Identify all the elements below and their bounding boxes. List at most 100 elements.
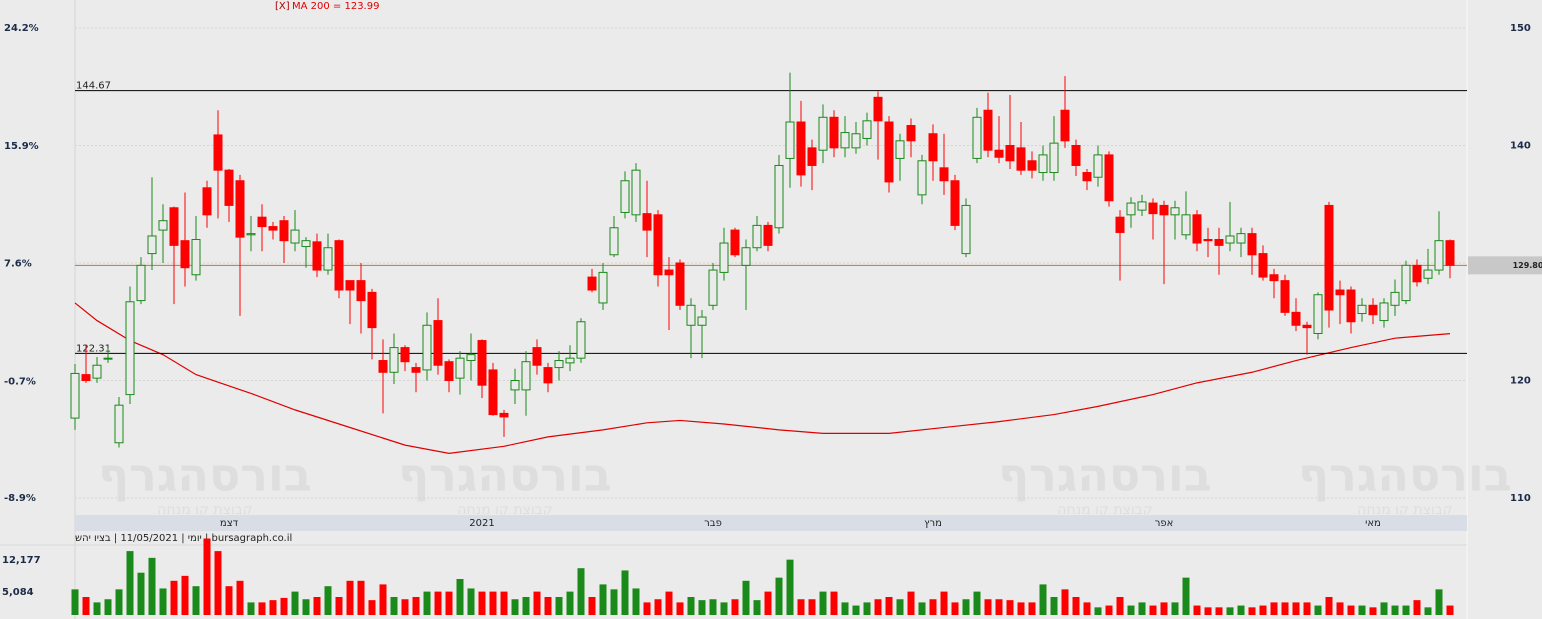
candle-body: [1390, 291, 1400, 306]
volume-bar: [1281, 602, 1289, 615]
candle-body: [950, 180, 960, 226]
candle-body: [532, 347, 542, 366]
candle-body: [191, 239, 201, 276]
volume-bar: [1303, 602, 1311, 615]
volume-bar: [390, 597, 398, 615]
volume-bar: [588, 597, 596, 615]
volume-bar: [1094, 607, 1102, 615]
volume-bar: [1050, 597, 1058, 615]
candle-body: [477, 340, 487, 386]
candle-body: [224, 169, 234, 206]
candle-body: [1335, 289, 1345, 296]
volume-bar: [478, 591, 486, 615]
candle-body: [807, 147, 817, 166]
candle-body: [1126, 202, 1136, 216]
watermark-subtitle: קבוצת קו מנחה: [457, 502, 552, 518]
y-tick-label: 120: [1510, 376, 1531, 387]
volume-bar: [742, 580, 750, 615]
volume-bar: [1127, 605, 1135, 615]
candle-body: [752, 224, 762, 249]
candle-body: [378, 360, 388, 373]
volume-bar: [896, 599, 904, 615]
volume-bar: [621, 570, 629, 615]
watermark: בורסהגרף: [398, 448, 612, 502]
volume-bar: [1358, 605, 1366, 615]
x-tick-label: מאי: [1365, 518, 1381, 529]
volume-bar: [709, 599, 717, 615]
candle-body: [301, 240, 311, 248]
candle-body: [367, 291, 377, 329]
candle-body: [81, 374, 91, 381]
y2-tick-label: 15.9%: [4, 141, 39, 152]
volume-bar: [269, 600, 277, 615]
candle-body: [1225, 235, 1235, 244]
close-button[interactable]: [X]: [275, 1, 290, 12]
candle-body: [1170, 207, 1180, 216]
volume-bar: [687, 597, 695, 615]
volume-bar: [500, 591, 508, 615]
candle-body: [1082, 172, 1092, 182]
candle-body: [884, 121, 894, 183]
volume-bar: [1402, 605, 1410, 615]
volume-bar: [1325, 597, 1333, 615]
candle-body: [488, 369, 498, 416]
volume-bar: [962, 599, 970, 615]
candle-body: [389, 347, 399, 373]
volume-bar: [1259, 605, 1267, 615]
last-price-label: 129.80: [1513, 261, 1542, 270]
watermark: בורסהגרף: [98, 448, 312, 502]
candle-body: [1280, 280, 1290, 313]
volume-bar: [533, 591, 541, 615]
candle-body: [1368, 304, 1378, 316]
volume-bar: [412, 597, 420, 615]
y2-tick-label: 24.2%: [4, 23, 39, 34]
candle-body: [774, 164, 784, 229]
volume-bar: [445, 591, 453, 615]
volume-bar: [247, 602, 255, 615]
volume-bar: [555, 597, 563, 615]
candle-body: [1104, 154, 1114, 202]
candle-body: [697, 316, 707, 326]
volume-bar: [808, 599, 816, 615]
volume-bar: [1149, 605, 1157, 615]
candle-body: [1434, 240, 1444, 271]
volume-bar: [907, 591, 915, 615]
candle-body: [323, 247, 333, 271]
candle-body: [1038, 154, 1048, 174]
candle-body: [510, 380, 520, 391]
volume-bar: [577, 568, 585, 615]
y-tick-label: 140: [1510, 141, 1531, 152]
ma-line: [74, 302, 1451, 454]
volume-bar: [786, 559, 794, 615]
time-axis: [75, 515, 1467, 531]
info: יומי | 11/05/2021 | בציו יהש | bursagrap…: [75, 533, 292, 544]
volume-bar: [731, 599, 739, 615]
volume-bar: [1193, 605, 1201, 615]
candle-body: [961, 204, 971, 255]
volume-bar: [203, 538, 211, 615]
candle-body: [521, 361, 531, 391]
candle-body: [741, 247, 751, 266]
watermark: בורסהגרף: [1298, 448, 1512, 502]
volume-bar: [984, 599, 992, 615]
y2-tick-label: -8.9%: [4, 493, 36, 504]
volume-bar: [698, 600, 706, 615]
candle-body: [1423, 269, 1433, 279]
candle-body: [1291, 311, 1301, 326]
volume-bar: [764, 591, 772, 615]
candle-body: [70, 372, 80, 419]
volume-bar: [1424, 607, 1432, 615]
volume-bar: [148, 557, 156, 615]
candle-body: [499, 412, 509, 418]
volume-bar: [643, 602, 651, 615]
candle-body: [356, 280, 366, 302]
candle-body: [103, 357, 113, 360]
volume-bar: [159, 588, 167, 615]
candle-body: [928, 133, 938, 162]
volume-bar: [1237, 605, 1245, 615]
volume-bar: [1413, 600, 1421, 615]
watermark-subtitle: קבוצת קו מנחה: [1357, 502, 1452, 518]
candle-body: [939, 167, 949, 182]
volume-bar: [951, 602, 959, 615]
volume-bar: [214, 551, 222, 615]
